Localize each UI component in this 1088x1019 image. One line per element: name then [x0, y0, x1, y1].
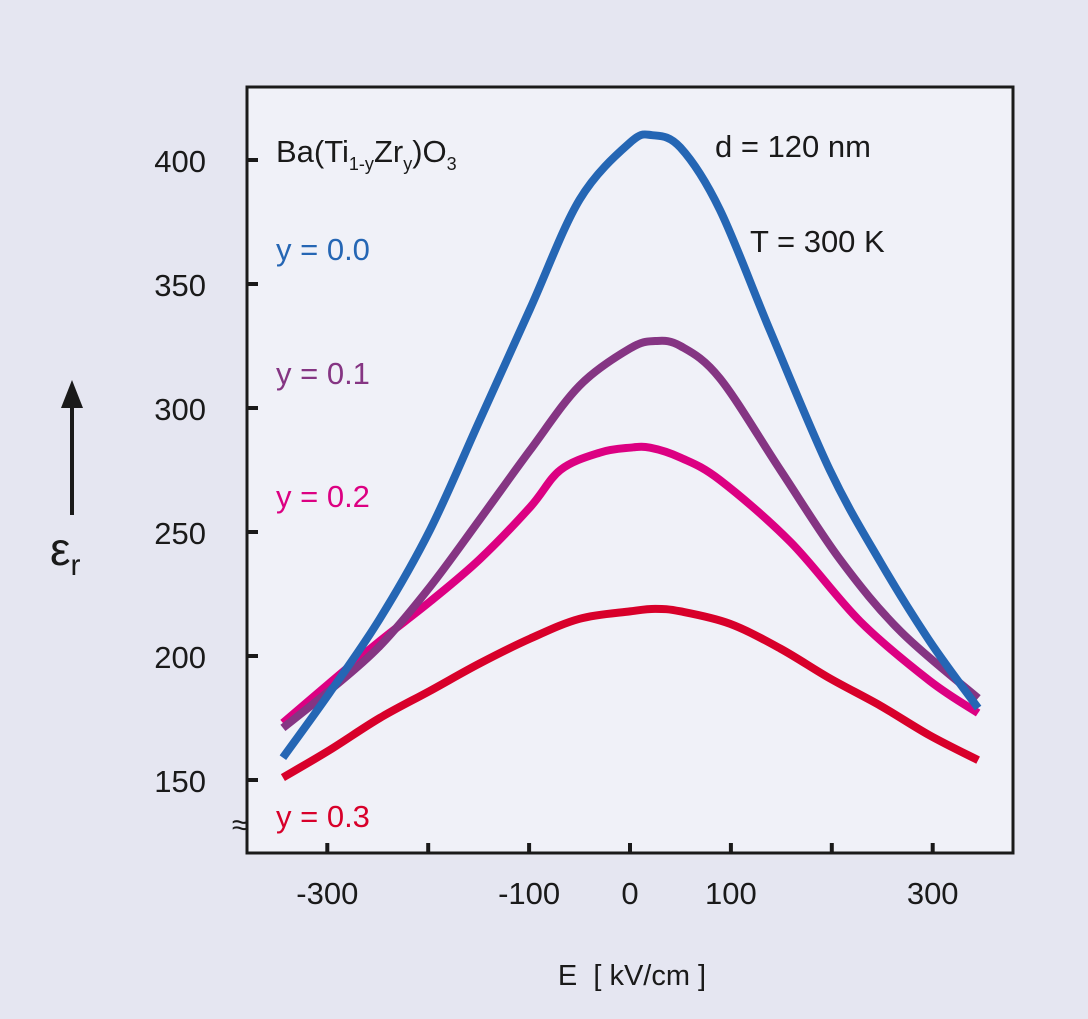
annotation-thickness: d = 120 nm	[715, 129, 871, 164]
y-tick-label: 400	[154, 144, 206, 179]
y-tick-label: 350	[154, 268, 206, 303]
series-line-03	[280, 604, 980, 781]
y-tick-label: 300	[154, 392, 206, 427]
series-line-01	[280, 336, 981, 732]
formula-label: Ba(Ti1-yZry)O3	[276, 134, 457, 174]
legend-label-y0: y = 0.0	[276, 232, 370, 267]
x-tick-label: 0	[621, 876, 638, 911]
x-tick-label: -100	[498, 876, 560, 911]
x-tick-label: 100	[705, 876, 757, 911]
x-tick-label: 300	[907, 876, 959, 911]
axis-break-symbol: ≈	[232, 809, 248, 842]
legend-label-y3: y = 0.3	[276, 799, 370, 834]
y-tick-label: 200	[154, 640, 206, 675]
x-axis-label: E [ kV/cm ]	[558, 960, 706, 992]
series-line-00	[279, 130, 982, 761]
y-tick-label: 250	[154, 516, 206, 551]
y-axis-label: εr	[50, 523, 81, 582]
annotation-temperature: T = 300 K	[750, 224, 885, 259]
y-axis-arrow-head	[61, 380, 83, 408]
ticks: -300 -100 0 100 300 150 200 250 300 350 400	[154, 144, 958, 911]
curves	[279, 130, 982, 781]
x-tick-label: -300	[296, 876, 358, 911]
plot-area	[245, 85, 1015, 855]
y-tick-label: 150	[154, 764, 206, 799]
legend-label-y2: y = 0.2	[276, 479, 370, 514]
legend-label-y1: y = 0.1	[276, 356, 370, 391]
